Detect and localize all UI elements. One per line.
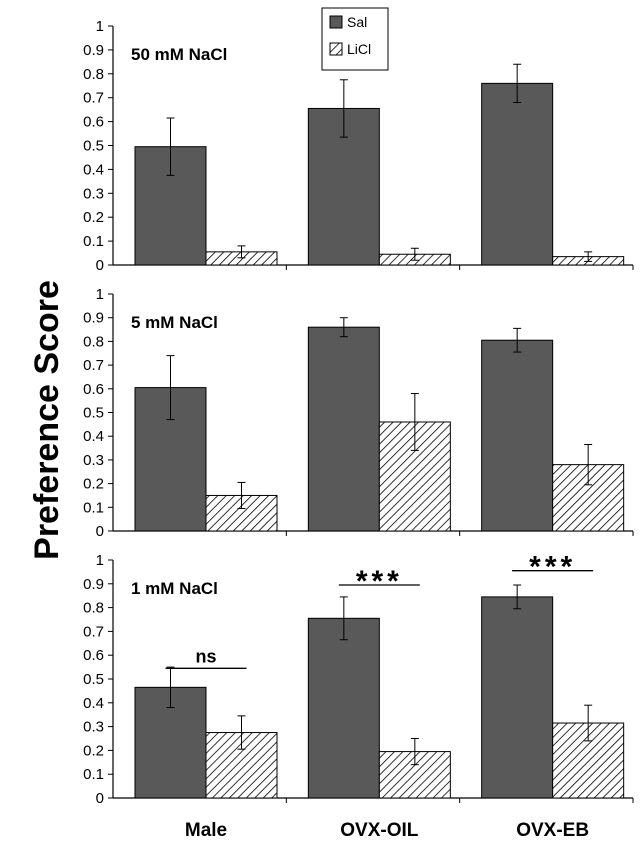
y-tick-label: 1	[96, 552, 104, 569]
legend-label-licl: LiCl	[347, 41, 371, 57]
y-tick-label: 0.4	[83, 695, 104, 712]
y-tick-label: 0.6	[83, 381, 104, 398]
y-tick-label: 0.2	[83, 209, 104, 226]
panel-title: 5 mM NaCl	[131, 313, 218, 332]
y-tick-label: 0	[96, 790, 104, 807]
significance-label: ***	[356, 565, 403, 598]
y-axis-label: Preference Score	[28, 280, 66, 560]
y-tick-label: 0.7	[83, 90, 104, 107]
y-tick-label: 0.3	[83, 452, 104, 469]
y-tick-label: 0.8	[83, 333, 104, 350]
panel-title: 1 mM NaCl	[131, 579, 218, 598]
y-tick-label: 0	[96, 523, 104, 540]
y-tick-label: 0.8	[83, 600, 104, 617]
y-tick-label: 0.8	[83, 66, 104, 83]
y-tick-label: 1	[96, 18, 104, 35]
y-tick-label: 0.3	[83, 185, 104, 202]
significance-label: ***	[529, 551, 576, 584]
y-tick-label: 0.1	[83, 766, 104, 783]
y-tick-label: 1	[96, 286, 104, 303]
category-label: OVX-EB	[516, 820, 589, 841]
y-tick-label: 0.6	[83, 114, 104, 131]
y-tick-label: 0.9	[83, 310, 104, 327]
y-tick-label: 0.6	[83, 647, 104, 664]
bar-sal	[481, 82, 554, 266]
y-tick-label: 0.7	[83, 357, 104, 374]
y-tick-label: 0.5	[83, 138, 104, 155]
legend-swatch-sal	[329, 15, 343, 29]
y-tick-label: 0.9	[83, 576, 104, 593]
legend-swatch-licl	[329, 42, 343, 56]
y-tick-label: 0.2	[83, 742, 104, 759]
y-tick-label: 0.2	[83, 476, 104, 493]
significance-label: ns	[195, 646, 216, 666]
y-tick-label: 0.5	[83, 671, 104, 688]
panel-title: 50 mM NaCl	[131, 45, 227, 64]
category-label: OVX-OIL	[340, 820, 419, 841]
y-tick-label: 0.4	[83, 428, 104, 445]
legend-label-sal: Sal	[347, 14, 367, 30]
y-tick-label: 0.3	[83, 719, 104, 736]
bar-sal	[481, 339, 554, 532]
bar-sal	[481, 596, 554, 799]
y-tick-label: 0.5	[83, 405, 104, 422]
y-tick-label: 0.9	[83, 42, 104, 59]
bar-sal	[307, 326, 380, 532]
bar-sal	[307, 617, 380, 799]
category-label: Male	[185, 820, 227, 841]
y-tick-label: 0.7	[83, 623, 104, 640]
y-tick-label: 0.4	[83, 161, 104, 178]
y-tick-label: 0	[96, 257, 104, 274]
y-tick-label: 0.1	[83, 233, 104, 250]
y-tick-label: 0.1	[83, 499, 104, 516]
bar-licl	[552, 722, 625, 799]
